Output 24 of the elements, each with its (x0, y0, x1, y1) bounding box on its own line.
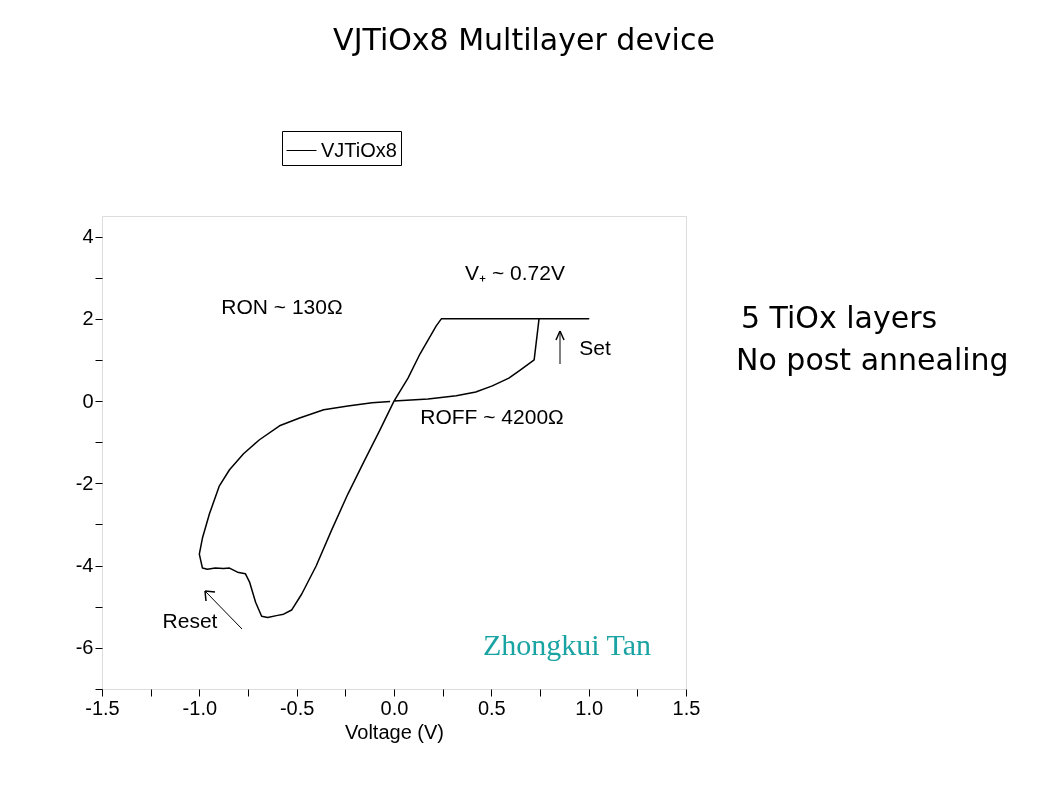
annotation: Set (579, 336, 611, 359)
y-tick-label: 0 (82, 389, 94, 412)
x-tick-label: -0.5 (279, 696, 315, 719)
y-tick-label: -6 (75, 636, 94, 659)
x-tick-label: 1.0 (575, 696, 604, 719)
text: 5 TiOx layers (741, 300, 938, 335)
y-tick-label: -2 (75, 471, 94, 494)
x-tick-label: 0.0 (380, 696, 409, 719)
y-tick-label: 4 (82, 225, 94, 248)
x-tick-label: 0.5 (477, 696, 506, 719)
y-tick-label: -4 (75, 554, 94, 577)
y-tick-label: 2 (82, 307, 94, 330)
chart-title: VJTiOx8 Multilayer device (333, 21, 715, 57)
annotation: RON ~ 130Ω (221, 295, 343, 318)
annotation: V₊ ~ 0.72V (465, 261, 565, 284)
annotation: ROFF ~ 4200Ω (420, 405, 564, 428)
x-tick-label: 1.5 (672, 696, 701, 719)
x-tick-label: -1.0 (182, 696, 218, 719)
annotation: Reset (162, 609, 218, 632)
text: No post annealing (736, 342, 1009, 377)
legend-label: VJTiOx8 (321, 138, 397, 161)
x-axis-title: Voltage (V) (345, 720, 444, 743)
annotation: Zhongkui Tan (482, 628, 652, 661)
x-tick-label: -1.5 (85, 696, 120, 719)
